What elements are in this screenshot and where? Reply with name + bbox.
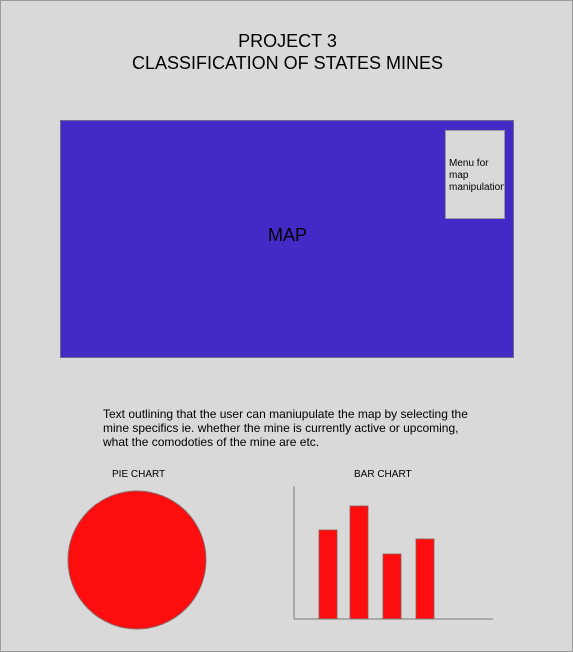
bar-chart-title: BAR CHART: [354, 469, 412, 480]
pie-slice: [67, 490, 207, 630]
bar-chart: [293, 486, 493, 620]
pie-chart: [67, 490, 207, 630]
map-label: MAP: [268, 225, 308, 245]
bar: [349, 505, 369, 620]
title-line-project: PROJECT 3: [238, 31, 337, 51]
bar: [415, 538, 435, 620]
pie-chart-title: PIE CHART: [112, 469, 166, 480]
bar: [382, 553, 402, 620]
map-instructions-text: Text outlining that the user can maniupu…: [103, 407, 468, 449]
title-line-classification: CLASSIFICATION OF STATES MINES: [131, 53, 444, 73]
map-manipulation-menu[interactable]: Menu for map manipulation: [445, 130, 505, 219]
page-title: PROJECT 3 CLASSIFICATION OF STATES MINES: [1, 30, 573, 74]
bar: [318, 529, 338, 620]
map-area[interactable]: MAP Menu for map manipulation: [60, 120, 514, 358]
